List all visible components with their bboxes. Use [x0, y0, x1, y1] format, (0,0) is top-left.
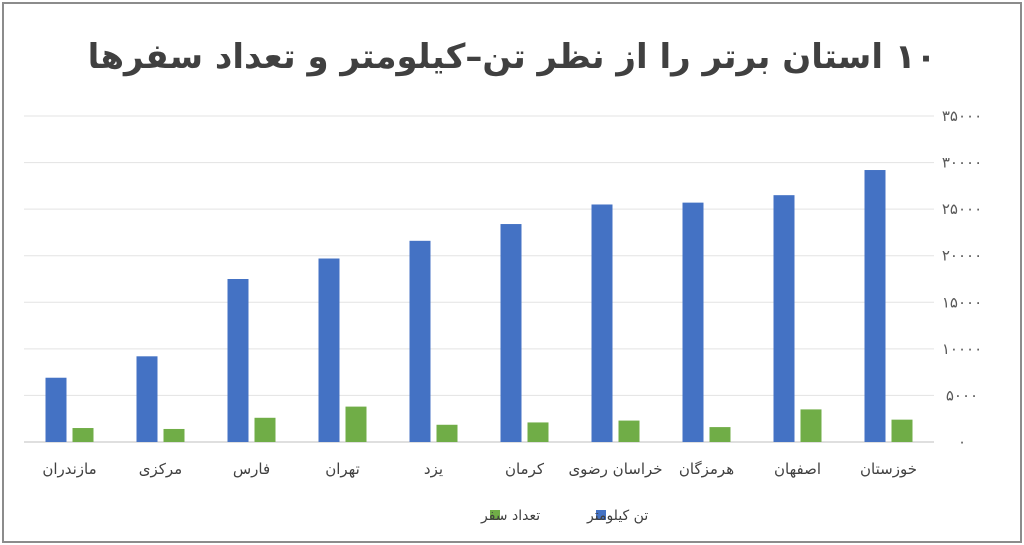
bar-trip-count [345, 406, 367, 442]
bar-ton-km [227, 279, 249, 442]
bar-ton-km [45, 377, 67, 442]
bar-trip-count [709, 427, 731, 442]
y-tick-label: ۲۰۰۰۰ [942, 247, 982, 265]
bar-trip-count [891, 419, 913, 442]
bar-ton-km [591, 204, 613, 442]
gridlines [24, 115, 934, 443]
x-category-label: فارس [233, 460, 270, 478]
legend-swatch [596, 510, 606, 520]
bar-trip-count [72, 428, 94, 442]
bar-trip-count [527, 422, 549, 442]
y-tick-label: ۰ [958, 433, 966, 451]
bar-ton-km [318, 258, 340, 442]
x-category-label: هرمزگان [679, 460, 734, 478]
y-tick-label: ۳۵۰۰۰ [942, 107, 982, 125]
legend-swatch [490, 510, 500, 520]
y-tick-label: ۱۰۰۰۰ [942, 340, 982, 358]
y-tick-label: ۱۵۰۰۰ [942, 293, 982, 311]
x-category-label: خراسان رضوی [568, 460, 662, 478]
x-axis-categories: خوزستان اصفهان هرمزگان خراسان رضوی کرمان یزد ت… [42, 460, 917, 478]
bar-trip-count [163, 428, 185, 442]
y-tick-label: ۳۰۰۰۰ [942, 154, 982, 172]
x-category-label: اصفهان [774, 460, 821, 478]
y-tick-label: ۵۰۰۰ [946, 386, 978, 404]
bar-ton-km [773, 195, 795, 442]
bar-ton-km [500, 224, 522, 442]
x-category-label: یزد [424, 460, 443, 478]
x-category-label: مازندران [42, 460, 96, 478]
x-category-label: تهران [325, 460, 360, 478]
y-axis-ticks: ۰ ۵۰۰۰ ۱۰۰۰۰ ۱۵۰۰۰ ۲۰۰۰۰ ۲۵۰۰۰ ۳۰۰۰۰ ۳۵۰۰۰ [942, 107, 982, 451]
bar-trip-count [800, 409, 822, 442]
bar-ton-km [136, 356, 158, 442]
x-category-label: خوزستان [860, 460, 917, 478]
bar-ton-km [864, 170, 886, 442]
x-category-label: کرمان [505, 460, 545, 478]
bar-ton-km [682, 202, 704, 442]
legend-label: تعداد سفر [480, 508, 540, 524]
bar-trip-count [618, 420, 640, 442]
bar-trip-count [436, 424, 458, 442]
y-tick-label: ۲۵۰۰۰ [942, 200, 982, 218]
chart-title: ۱۰ استان برتر را از نظر تن–کیلومتر و تعد… [88, 37, 937, 77]
chart-svg: ۱۰ استان برتر را از نظر تن–کیلومتر و تعد… [24, 37, 982, 524]
legend-label: تن کیلومتر [586, 508, 648, 524]
x-category-label: مرکزی [139, 460, 182, 478]
bar-trip-count [254, 417, 276, 442]
legend: تن کیلومتر تعداد سفر [480, 508, 648, 524]
bars [45, 170, 913, 442]
bar-ton-km [409, 240, 431, 442]
